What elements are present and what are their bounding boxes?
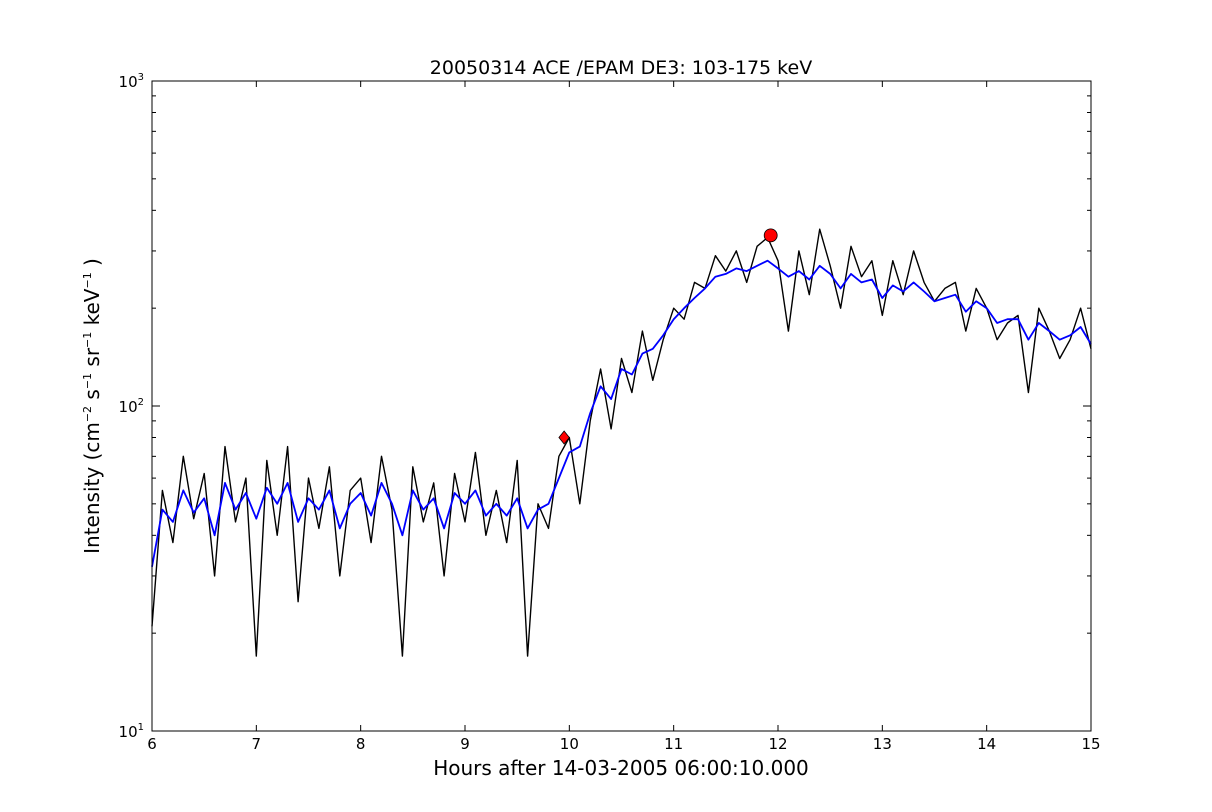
x-axis: 6 7 8 9 10 11 12 13 14 15: [147, 81, 1101, 753]
x-tick-label: 9: [460, 735, 470, 753]
y-tick-label: 102: [119, 397, 144, 416]
x-tick-label: 6: [147, 735, 157, 753]
series-line-smoothed: [151, 259, 1092, 567]
y-axis: 101 102 103: [119, 72, 1091, 741]
plot-area: [151, 228, 1092, 657]
x-tick-label: 12: [768, 735, 787, 753]
y-axis-label: Intensity (cm−2 s−1 sr−1 keV−1 ): [80, 258, 104, 554]
x-tick-label: 14: [977, 735, 996, 753]
x-tick-label: 10: [560, 735, 579, 753]
y-tick-label: 103: [119, 72, 144, 91]
x-tick-label: 7: [252, 735, 262, 753]
y-tick-label: 101: [119, 722, 144, 741]
x-axis-label: Hours after 14-03-2005 06:00:10.000: [433, 756, 809, 780]
marker-diamond: [558, 430, 570, 445]
x-tick-label: 8: [356, 735, 366, 753]
x-tick-label: 15: [1081, 735, 1100, 753]
marker-circle: [763, 228, 778, 243]
x-tick-label: 13: [873, 735, 892, 753]
chart-title: 20050314 ACE /EPAM DE3: 103-175 keV: [430, 57, 812, 79]
x-tick-label: 11: [664, 735, 683, 753]
